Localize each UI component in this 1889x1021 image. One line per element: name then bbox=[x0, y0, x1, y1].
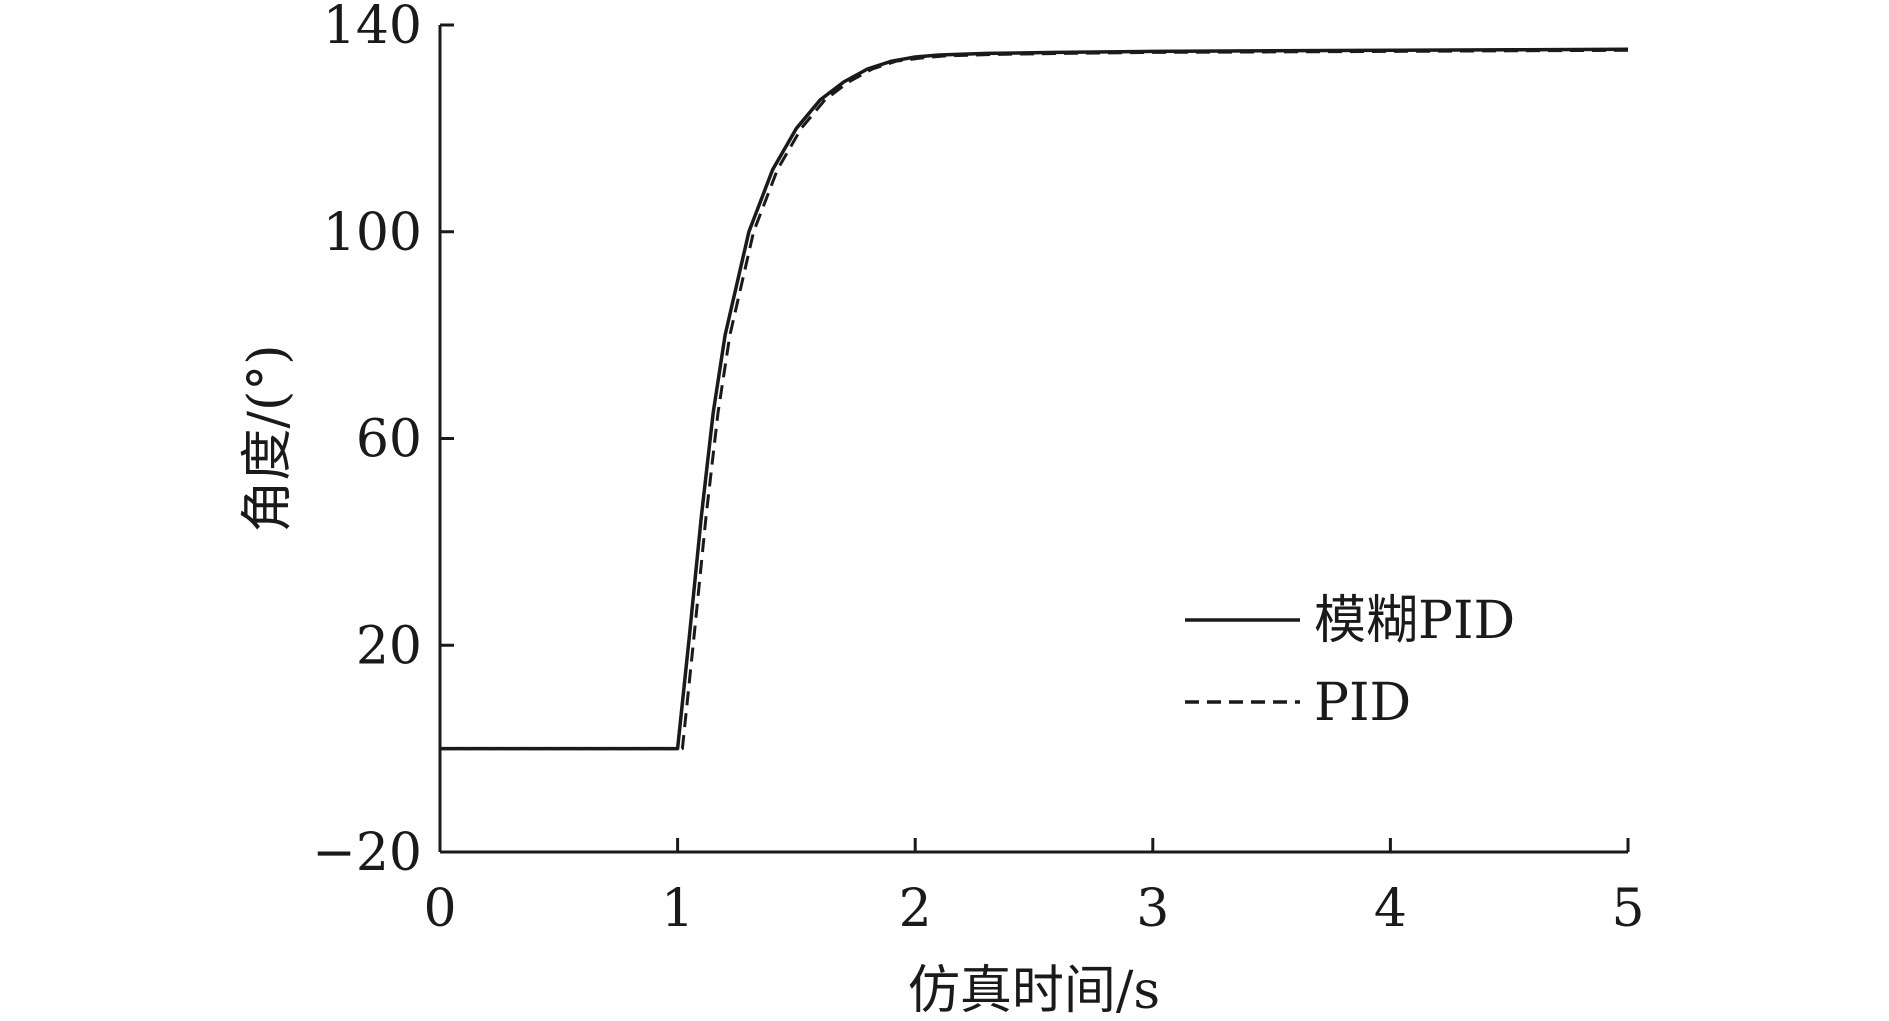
legend-label-2: PID bbox=[1314, 673, 1411, 733]
x-tick-label: 3 bbox=[1136, 879, 1169, 939]
x-tick-label: 1 bbox=[661, 879, 694, 939]
legend: 模糊PID PID bbox=[1185, 591, 1515, 733]
series-line-2 bbox=[440, 48, 1629, 751]
y-tick-label: 60 bbox=[356, 410, 422, 470]
legend-label-1: 模糊PID bbox=[1314, 591, 1515, 651]
y-tick-label: −20 bbox=[312, 823, 422, 883]
y-axis-ticks: −20 20 60 100 140 bbox=[312, 0, 454, 883]
y-axis-label: 角度/(°) bbox=[238, 344, 298, 532]
x-tick-label: 2 bbox=[899, 879, 932, 939]
y-tick-label: 20 bbox=[356, 616, 422, 676]
axes: 0 1 2 3 4 5 −20 20 60 100 140 bbox=[312, 0, 1644, 939]
x-axis-ticks: 0 1 2 3 4 5 bbox=[423, 838, 1645, 939]
series-layer bbox=[440, 47, 1629, 751]
y-tick-label: 140 bbox=[323, 0, 422, 56]
y-tick-label: 100 bbox=[323, 203, 422, 263]
x-tick-label: 4 bbox=[1374, 879, 1407, 939]
x-tick-label: 0 bbox=[423, 879, 456, 939]
series-line-1 bbox=[440, 47, 1629, 751]
x-axis-label: 仿真时间/s bbox=[908, 961, 1160, 1021]
x-tick-label: 5 bbox=[1611, 879, 1644, 939]
